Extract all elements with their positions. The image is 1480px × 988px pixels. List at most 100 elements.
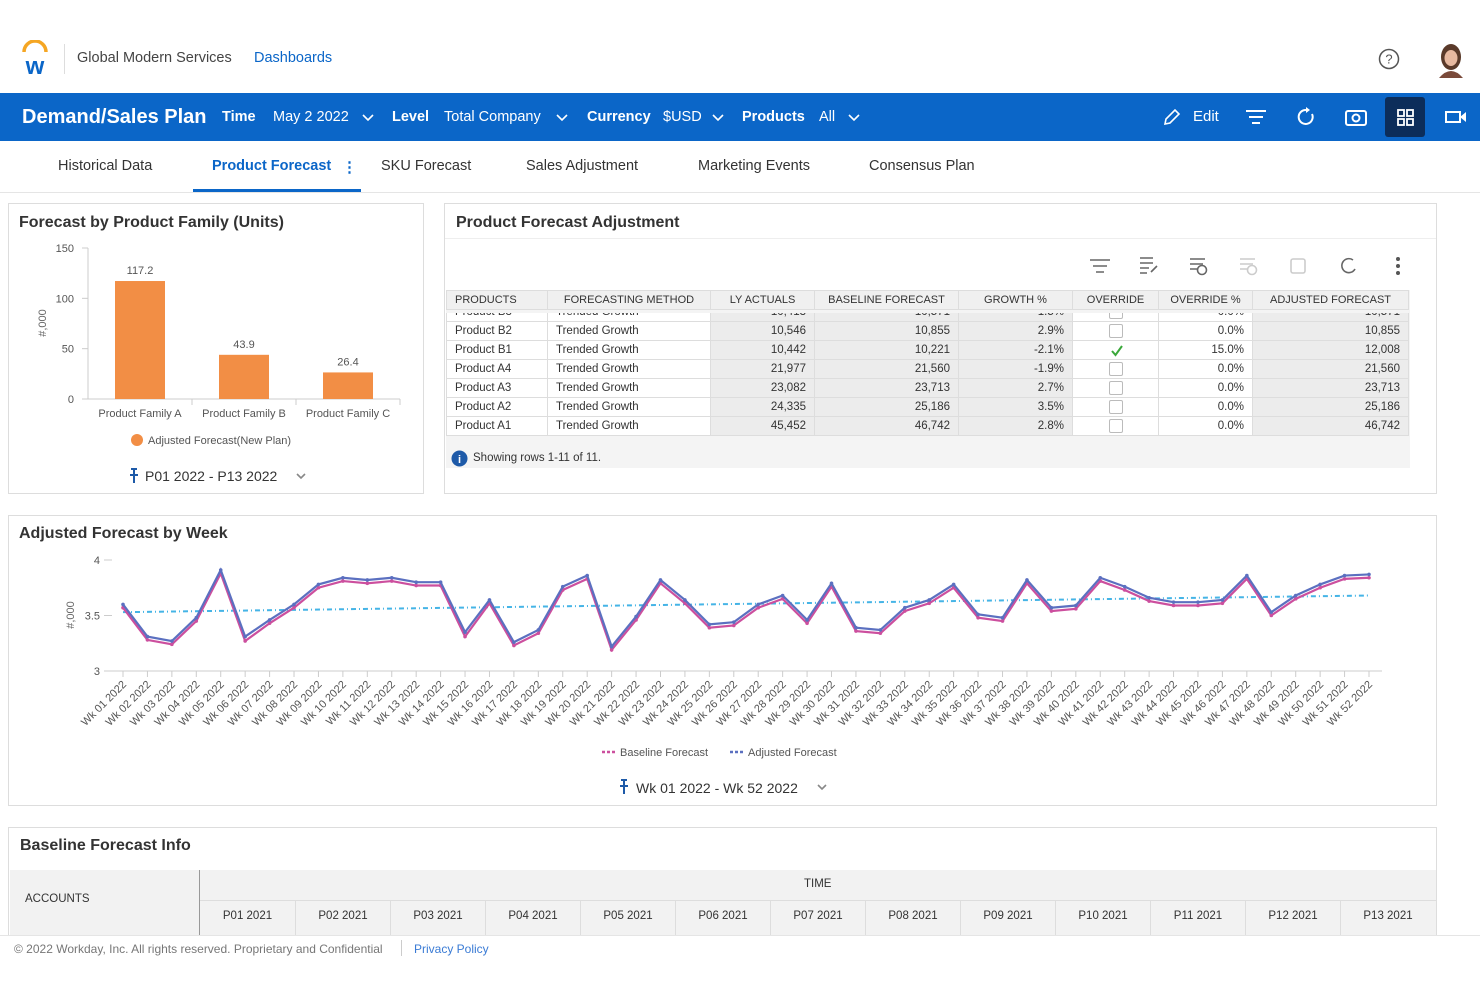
chevron — [556, 114, 568, 122]
column-header: OVERRIDE % — [1158, 290, 1253, 310]
table-cell: -2.1% — [958, 340, 1073, 360]
baseline-info-title: Baseline Forecast Info — [20, 837, 191, 854]
tabs-border — [0, 192, 1480, 193]
table-cell: Trended Growth — [547, 397, 711, 417]
table-cell: 0.0% — [1158, 313, 1253, 322]
more-icon[interactable] — [1396, 257, 1400, 275]
filter-value[interactable]: $USD — [663, 109, 702, 125]
filter-label: Time — [222, 109, 256, 125]
table-cell: Product B1 — [446, 340, 548, 360]
table-cell: 3.5% — [958, 397, 1073, 417]
override-checkbox[interactable] — [1108, 419, 1123, 433]
page-title: Demand/Sales Plan — [22, 106, 207, 128]
period-header: P11 2021 — [1150, 901, 1245, 940]
period-header: P02 2021 — [295, 901, 390, 940]
company-name: Global Modern Services — [77, 50, 232, 66]
override-cell — [1072, 397, 1159, 417]
table-cell: 23,082 — [710, 378, 815, 398]
save-icon — [1290, 258, 1306, 274]
privacy-link[interactable]: Privacy Policy — [414, 942, 489, 956]
filter-label: Products — [742, 109, 805, 125]
override-checkbox[interactable] — [1108, 313, 1123, 319]
edit-columns-icon[interactable] — [1140, 257, 1158, 274]
table-cell: 10,855 — [1252, 321, 1409, 341]
period-header: P12 2021 — [1245, 901, 1340, 940]
table-cell: 23,713 — [814, 378, 959, 398]
footer: © 2022 Workday, Inc. All rights reserved… — [0, 935, 1480, 988]
table-actions — [1090, 257, 1400, 276]
filter-chevron[interactable] — [711, 113, 727, 123]
table-header: PRODUCTS FORECASTING METHOD LY ACTUALS BASE… — [446, 290, 1409, 310]
edit-icon[interactable] — [1162, 107, 1182, 127]
table-cell: Trended Growth — [547, 313, 711, 322]
table-body-wrap: Product B3Trended Growth10,41310,5711.5%… — [446, 313, 1409, 444]
table-title: Product Forecast Adjustment — [456, 214, 680, 231]
filter-icon[interactable] — [1090, 259, 1110, 273]
add-row-icon[interactable] — [1190, 258, 1205, 270]
divider — [64, 44, 65, 74]
toolbar: Demand/Sales Plan Edit Time May 2 2022 Lev… — [0, 93, 1480, 141]
filter-chevron[interactable] — [847, 113, 863, 123]
table-cell: 10,855 — [814, 321, 959, 341]
dashboards-link[interactable]: Dashboards — [254, 50, 333, 66]
override-cell — [1072, 313, 1159, 322]
table-cell: Trended Growth — [547, 416, 711, 436]
tab[interactable]: Product Forecast — [212, 158, 332, 174]
svg-text:i: i — [458, 454, 461, 466]
grid-view-button[interactable] — [1385, 97, 1425, 137]
table-cell: 2.8% — [958, 416, 1073, 436]
table-cell: 2.7% — [958, 378, 1073, 398]
filter-value[interactable]: May 2 2022 — [273, 109, 349, 125]
table-panel: Product Forecast Adjustment PRODUCTS FORE… — [444, 203, 1437, 494]
override-checkbox[interactable] — [1108, 400, 1123, 414]
tab[interactable]: Sales Adjustment — [526, 158, 639, 174]
override-checkbox[interactable] — [1110, 344, 1123, 357]
filter-value[interactable]: All — [819, 109, 836, 125]
edit-button[interactable]: Edit — [1193, 108, 1219, 125]
delete-row-icon — [1240, 258, 1255, 270]
table-cell: 15.0% — [1158, 340, 1253, 360]
period-header: P13 2021 — [1340, 901, 1435, 940]
table-body: Product B3Trended Growth10,41310,5711.5%… — [446, 313, 1409, 436]
override-checkbox[interactable] — [1108, 324, 1123, 338]
accounts-header: ACCOUNTS — [25, 893, 90, 905]
tab[interactable]: Marketing Events — [698, 158, 811, 174]
table-cell: Product A3 — [446, 378, 548, 398]
table-cell: 0.0% — [1158, 359, 1253, 379]
table-cell: 10,221 — [814, 340, 959, 360]
table-cell: 1.5% — [958, 313, 1073, 322]
table-cell: Trended Growth — [547, 359, 711, 379]
refresh-icon[interactable] — [1296, 107, 1316, 127]
filter-chevron[interactable] — [555, 113, 571, 123]
help-icon[interactable]: ? — [1378, 48, 1400, 70]
table-row: Product A2 Trended Growth 24,335 25,186 3.5%… — [446, 397, 1409, 417]
period-header: P06 2021 — [675, 901, 770, 940]
tab[interactable]: Historical Data — [58, 158, 153, 174]
reset-icon[interactable] — [1341, 257, 1356, 274]
table-cell: Product B3 — [446, 313, 548, 322]
table-cell: 2.9% — [958, 321, 1073, 341]
override-checkbox[interactable] — [1108, 381, 1123, 395]
table-cell: 23,713 — [1252, 378, 1409, 398]
override-checkbox[interactable] — [1108, 362, 1123, 376]
column-header: FORECASTING METHOD — [547, 290, 711, 310]
table-cell: 10,442 — [710, 340, 815, 360]
table-cell: 0.0% — [1158, 378, 1253, 398]
filter-icon[interactable] — [1245, 108, 1267, 126]
tab-menu[interactable]: ⋮ — [342, 159, 357, 176]
present-icon[interactable] — [1444, 109, 1468, 125]
avatar[interactable] — [1436, 42, 1466, 78]
filter-value[interactable]: Total Company — [444, 109, 541, 125]
camera-icon[interactable] — [1344, 107, 1368, 127]
line-chart-panel — [8, 515, 1437, 806]
divider — [445, 238, 1436, 239]
filter-chevron[interactable] — [361, 113, 377, 123]
tab[interactable]: SKU Forecast — [381, 158, 472, 174]
time-header: TIME — [804, 878, 832, 890]
info-icon: i — [451, 450, 468, 467]
override-cell — [1072, 359, 1159, 379]
logo[interactable]: w — [20, 40, 50, 78]
svg-text:?: ? — [1385, 52, 1392, 67]
table-cell: Trended Growth — [547, 340, 711, 360]
tab[interactable]: Consensus Plan — [869, 158, 975, 174]
